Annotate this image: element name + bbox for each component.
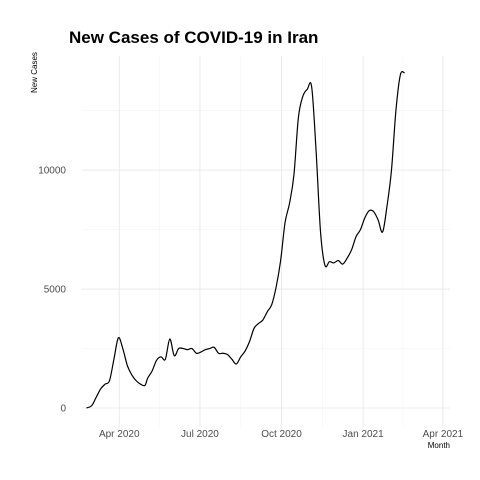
x-tick-label: Jan 2021 (343, 429, 385, 440)
y-tick-label: 0 (60, 403, 66, 414)
chart-title: New Cases of COVID-19 in Iran (69, 28, 318, 47)
grid (82, 56, 450, 427)
series-line-new-cases (86, 71, 406, 409)
x-tick-label: Apr 2021 (423, 429, 464, 440)
x-tick-label: Apr 2020 (99, 429, 140, 440)
y-tick-label: 5000 (44, 285, 67, 296)
x-axis-label: Month (428, 441, 450, 450)
x-tick-label: Oct 2020 (261, 429, 302, 440)
x-axis-ticks: Apr 2020 Jul 2020 Oct 2020 Jan 2021 Apr 2021 (99, 429, 464, 440)
y-axis-ticks: 0 5000 10000 (38, 166, 66, 415)
y-axis-label: New Cases (30, 52, 39, 93)
x-tick-label: Jul 2020 (181, 429, 219, 440)
y-tick-label: 10000 (38, 166, 66, 177)
